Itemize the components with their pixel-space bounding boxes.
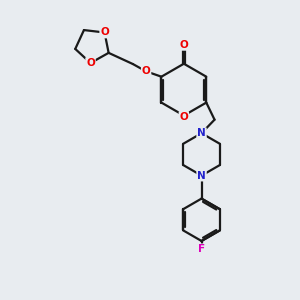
Text: F: F xyxy=(198,244,205,254)
Text: O: O xyxy=(179,40,188,50)
Text: O: O xyxy=(142,66,151,76)
Text: O: O xyxy=(86,58,95,68)
Text: O: O xyxy=(100,28,109,38)
Text: N: N xyxy=(197,171,206,181)
Text: O: O xyxy=(179,112,188,122)
Text: N: N xyxy=(197,128,206,138)
